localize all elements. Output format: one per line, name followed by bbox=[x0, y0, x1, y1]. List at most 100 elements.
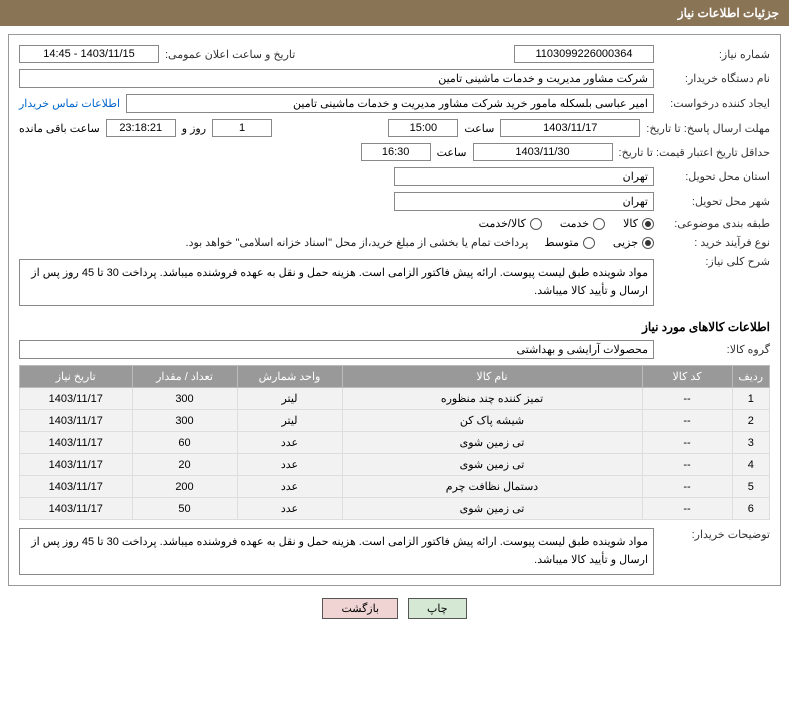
hours-remaining-label: ساعت باقی مانده bbox=[19, 122, 100, 135]
radio-goods[interactable]: کالا bbox=[623, 217, 654, 230]
row-deadline: مهلت ارسال پاسخ: تا تاریخ: 1403/11/17 سا… bbox=[19, 119, 770, 137]
table-row: 2--شیشه پاک کنلیتر3001403/11/17 bbox=[20, 410, 770, 432]
col-header: واحد شمارش bbox=[237, 366, 342, 388]
announce-field: 1403/11/15 - 14:45 bbox=[19, 45, 159, 63]
row-process: نوع فرآیند خرید : جزیی متوسط پرداخت تمام… bbox=[19, 236, 770, 249]
items-table: ردیفکد کالانام کالاواحد شمارشتعداد / مقد… bbox=[19, 365, 770, 520]
col-header: ردیف bbox=[732, 366, 770, 388]
items-section-title: اطلاعات کالاهای مورد نیاز bbox=[19, 320, 770, 334]
table-cell: 20 bbox=[132, 454, 237, 476]
days-remaining-field: 1 bbox=[212, 119, 272, 137]
table-cell: 1 bbox=[732, 388, 770, 410]
announce-label: تاریخ و ساعت اعلان عمومی: bbox=[165, 48, 295, 61]
deadline-label: مهلت ارسال پاسخ: تا تاریخ: bbox=[646, 122, 770, 135]
process-label: نوع فرآیند خرید : bbox=[660, 236, 770, 249]
group-field: محصولات آرایشی و بهداشتی bbox=[19, 340, 654, 359]
table-cell: 6 bbox=[732, 498, 770, 520]
table-cell: 50 bbox=[132, 498, 237, 520]
table-cell: تی زمین شوی bbox=[342, 432, 642, 454]
table-cell: عدد bbox=[237, 454, 342, 476]
table-cell: 2 bbox=[732, 410, 770, 432]
page-header: جزئیات اطلاعات نیاز bbox=[0, 0, 789, 26]
table-cell: 3 bbox=[732, 432, 770, 454]
table-cell: 1403/11/17 bbox=[20, 476, 133, 498]
main-panel: شماره نیاز: 1103099226000364 تاریخ و ساع… bbox=[8, 34, 781, 586]
table-cell: دستمال نظافت چرم bbox=[342, 476, 642, 498]
table-cell: -- bbox=[642, 454, 732, 476]
requester-field: امیر عباسی بلسکله مامور خرید شرکت مشاور … bbox=[126, 94, 654, 113]
row-category: طبقه بندی موضوعی: کالا خدمت کالا/خدمت bbox=[19, 217, 770, 230]
table-cell: -- bbox=[642, 498, 732, 520]
need-no-field: 1103099226000364 bbox=[514, 45, 654, 63]
radio-both-input[interactable] bbox=[530, 218, 542, 230]
row-buyer-org: نام دستگاه خریدار: شرکت مشاور مدیریت و خ… bbox=[19, 69, 770, 88]
row-group: گروه کالا: محصولات آرایشی و بهداشتی bbox=[19, 340, 770, 359]
row-validity: حداقل تاریخ اعتبار قیمت: تا تاریخ: 1403/… bbox=[19, 143, 770, 161]
desc-label: شرح کلی نیاز: bbox=[660, 255, 770, 268]
validity-time-field: 16:30 bbox=[361, 143, 431, 161]
province-field: تهران bbox=[394, 167, 654, 186]
col-header: کد کالا bbox=[642, 366, 732, 388]
requester-label: ایجاد کننده درخواست: bbox=[660, 97, 770, 110]
radio-medium[interactable]: متوسط bbox=[544, 236, 595, 249]
table-row: 4--تی زمین شویعدد201403/11/17 bbox=[20, 454, 770, 476]
time-label-2: ساعت bbox=[437, 146, 467, 159]
table-cell: لیتر bbox=[237, 388, 342, 410]
radio-medium-input[interactable] bbox=[583, 237, 595, 249]
table-cell: 1403/11/17 bbox=[20, 410, 133, 432]
print-button[interactable]: چاپ bbox=[408, 598, 467, 619]
table-cell: شیشه پاک کن bbox=[342, 410, 642, 432]
process-note: پرداخت تمام یا بخشی از مبلغ خرید،از محل … bbox=[186, 236, 529, 249]
table-cell: 1403/11/17 bbox=[20, 454, 133, 476]
table-cell: 1403/11/17 bbox=[20, 432, 133, 454]
table-cell: -- bbox=[642, 432, 732, 454]
table-cell: 300 bbox=[132, 388, 237, 410]
row-requester: ایجاد کننده درخواست: امیر عباسی بلسکله م… bbox=[19, 94, 770, 113]
table-row: 1--تمیز کننده چند منظورهلیتر3001403/11/1… bbox=[20, 388, 770, 410]
col-header: نام کالا bbox=[342, 366, 642, 388]
validity-label: حداقل تاریخ اعتبار قیمت: تا تاریخ: bbox=[619, 146, 770, 159]
radio-service-input[interactable] bbox=[593, 218, 605, 230]
header-title: جزئیات اطلاعات نیاز bbox=[678, 6, 779, 20]
col-header: تاریخ نیاز bbox=[20, 366, 133, 388]
table-cell: 1403/11/17 bbox=[20, 498, 133, 520]
buyer-org-field: شرکت مشاور مدیریت و خدمات ماشینی تامین bbox=[19, 69, 654, 88]
deadline-time-field: 15:00 bbox=[388, 119, 458, 137]
radio-partial-input[interactable] bbox=[642, 237, 654, 249]
table-cell: لیتر bbox=[237, 410, 342, 432]
radio-goods-input[interactable] bbox=[642, 218, 654, 230]
buyer-contact-link[interactable]: اطلاعات تماس خریدار bbox=[19, 97, 120, 110]
table-cell: 300 bbox=[132, 410, 237, 432]
back-button[interactable]: بازگشت bbox=[322, 598, 398, 619]
group-label: گروه کالا: bbox=[660, 343, 770, 356]
col-header: تعداد / مقدار bbox=[132, 366, 237, 388]
radio-both[interactable]: کالا/خدمت bbox=[479, 217, 542, 230]
buyer-notes-label: توضیحات خریدار: bbox=[660, 528, 770, 541]
table-cell: 60 bbox=[132, 432, 237, 454]
radio-service[interactable]: خدمت bbox=[560, 217, 605, 230]
table-header-row: ردیفکد کالانام کالاواحد شمارشتعداد / مقد… bbox=[20, 366, 770, 388]
days-and-label: روز و bbox=[182, 122, 206, 135]
deadline-date-field: 1403/11/17 bbox=[500, 119, 640, 137]
table-row: 6--تی زمین شویعدد501403/11/17 bbox=[20, 498, 770, 520]
row-need-number: شماره نیاز: 1103099226000364 تاریخ و ساع… bbox=[19, 45, 770, 63]
table-cell: -- bbox=[642, 388, 732, 410]
table-cell: -- bbox=[642, 410, 732, 432]
time-label-1: ساعت bbox=[464, 122, 494, 135]
process-radio-group: جزیی متوسط bbox=[544, 236, 654, 249]
radio-partial[interactable]: جزیی bbox=[613, 236, 654, 249]
table-cell: 1403/11/17 bbox=[20, 388, 133, 410]
city-field: تهران bbox=[394, 192, 654, 211]
desc-box: مواد شوینده طبق لیست پیوست. ارائه پیش فا… bbox=[19, 259, 654, 306]
table-cell: 200 bbox=[132, 476, 237, 498]
table-row: 3--تی زمین شویعدد601403/11/17 bbox=[20, 432, 770, 454]
row-buyer-notes: توضیحات خریدار: مواد شوینده طبق لیست پیو… bbox=[19, 528, 770, 575]
need-no-label: شماره نیاز: bbox=[660, 48, 770, 61]
province-label: استان محل تحویل: bbox=[660, 170, 770, 183]
row-city: شهر محل تحویل: تهران bbox=[19, 192, 770, 211]
row-province: استان محل تحویل: تهران bbox=[19, 167, 770, 186]
table-cell: -- bbox=[642, 476, 732, 498]
category-label: طبقه بندی موضوعی: bbox=[660, 217, 770, 230]
table-cell: تمیز کننده چند منظوره bbox=[342, 388, 642, 410]
category-radio-group: کالا خدمت کالا/خدمت bbox=[479, 217, 654, 230]
